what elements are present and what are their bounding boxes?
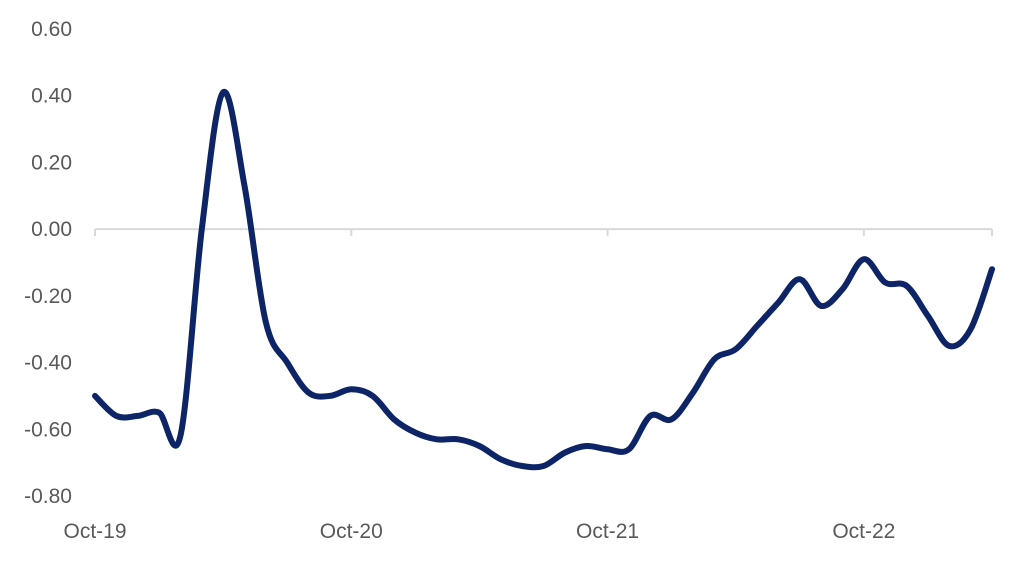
x-tick-label: Oct-21 bbox=[576, 520, 639, 543]
y-axis-tick-labels: 0.60 0.40 0.20 0.00 -0.20 -0.40 -0.60 -0… bbox=[24, 18, 72, 508]
series-line bbox=[92, 89, 995, 471]
y-tick-label: -0.40 bbox=[24, 352, 72, 375]
y-tick-label: 0.20 bbox=[31, 151, 72, 174]
y-tick-label: -0.80 bbox=[24, 485, 72, 508]
y-tick-label: 0.00 bbox=[31, 218, 72, 241]
x-tick-label: Oct-19 bbox=[63, 520, 126, 543]
y-tick-label: 0.40 bbox=[31, 85, 72, 108]
y-tick-label: 0.60 bbox=[31, 18, 72, 41]
x-tick-label: Oct-22 bbox=[832, 520, 895, 543]
y-tick-label: -0.20 bbox=[24, 285, 72, 308]
x-axis-tick-marks bbox=[94, 229, 993, 237]
y-tick-label: -0.60 bbox=[24, 418, 72, 441]
x-tick-label: Oct-20 bbox=[320, 520, 383, 543]
data-points bbox=[92, 89, 995, 469]
x-axis-tick-labels: Oct-19 Oct-20 Oct-21 Oct-22 bbox=[63, 520, 895, 543]
